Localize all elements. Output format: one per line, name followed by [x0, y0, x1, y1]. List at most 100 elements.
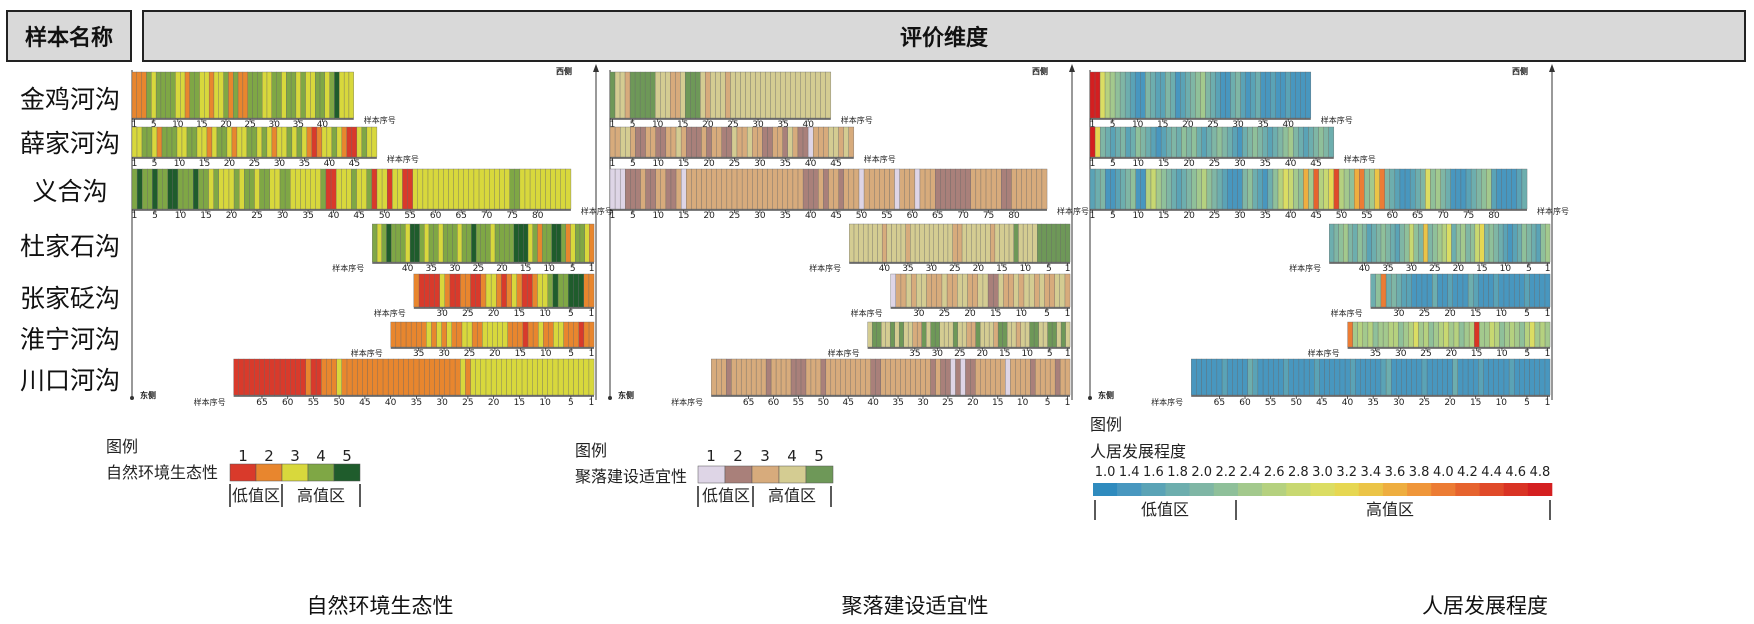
heat-cell: [362, 358, 368, 396]
heat-cell: [1237, 126, 1243, 158]
heat-cell: [393, 358, 399, 396]
heat-cell: [501, 358, 507, 396]
tick-label: 10: [1132, 120, 1144, 130]
heat-cell: [701, 126, 707, 158]
heat-cell: [218, 168, 225, 210]
heat-cell: [1008, 273, 1014, 308]
heat-cell: [259, 168, 265, 210]
heat-cell: [970, 358, 976, 396]
heat-cell: [300, 71, 306, 119]
heat-cell: [557, 358, 564, 396]
sample-no-label: 样本序号: [1057, 206, 1089, 216]
legend-swatch: [229, 463, 257, 482]
heat-cell: [1155, 126, 1162, 158]
heat-cell: [184, 71, 191, 119]
heat-cell: [691, 126, 697, 158]
heat-cell: [795, 71, 801, 119]
heat-cell: [726, 168, 733, 210]
heat-cell: [1415, 168, 1421, 210]
heat-cell: [439, 358, 445, 396]
heat-cell: [186, 126, 193, 158]
heat-cell: [249, 168, 255, 210]
row-label: 金鸡河沟: [19, 85, 120, 114]
heat-cell: [665, 71, 671, 119]
heat-cell: [975, 168, 982, 210]
heat-cell: [1498, 223, 1504, 263]
heat-cell: [805, 71, 811, 119]
heat-cell: [1323, 126, 1329, 158]
tick-label: 15: [1476, 264, 1487, 274]
sample-no-label: 样本序号: [1331, 308, 1363, 318]
legend-swatch: [255, 463, 283, 482]
heat-cell: [583, 273, 590, 308]
heat-cell: [146, 71, 152, 119]
heat-cell: [700, 71, 706, 119]
heat-cell: [496, 358, 502, 396]
heat-cell: [475, 273, 481, 308]
tick-label: 35: [777, 120, 788, 130]
heat-cell: [1023, 273, 1030, 308]
legend-low-label: 低值区: [702, 486, 750, 505]
heat-cell: [405, 321, 412, 348]
heat-cell: [825, 71, 832, 119]
tick-label: 60: [907, 211, 919, 221]
heat-cell: [1029, 358, 1036, 396]
heat-cell: [1225, 71, 1231, 119]
heat-cell: [367, 358, 373, 396]
heat-cell: [1494, 321, 1500, 348]
heat-cell: [142, 168, 148, 210]
heat-cell: [619, 71, 626, 119]
heat-cell: [1396, 358, 1402, 396]
heat-cell: [926, 273, 932, 308]
heat-cell: [760, 71, 766, 119]
heat-cell: [795, 358, 802, 396]
heat-cell: [523, 223, 529, 263]
heat-cell: [1488, 223, 1494, 263]
tick-label: 10: [539, 309, 551, 319]
tick-label: 35: [299, 159, 310, 169]
heat-cell: [1150, 126, 1157, 158]
heat-cell: [1196, 358, 1202, 396]
heat-cell: [924, 168, 931, 210]
tick-label: 10: [543, 264, 555, 274]
heat-cell: [376, 223, 382, 263]
tick-label: 30: [1393, 398, 1405, 408]
heat-cell: [1247, 358, 1253, 396]
heat-cell: [910, 273, 917, 308]
heat-cell: [941, 273, 948, 308]
heat-cell: [940, 358, 946, 396]
tick-label: 5: [1110, 211, 1116, 221]
heat-cell: [1501, 168, 1507, 210]
heat-cell: [1521, 223, 1527, 263]
heat-cell: [136, 71, 142, 119]
heat-cell: [1488, 358, 1494, 396]
tick-label: 35: [1382, 264, 1393, 274]
tick-label: 5: [630, 211, 636, 221]
heat-cell: [422, 168, 429, 210]
heat-cell: [565, 168, 572, 210]
heat-cell: [1135, 126, 1142, 158]
heat-cell: [1387, 321, 1394, 348]
heat-cell: [1476, 168, 1482, 210]
heat-cell: [767, 126, 773, 158]
tick-label: 30: [1406, 264, 1418, 274]
heat-cell: [131, 126, 138, 158]
heat-cell: [588, 358, 595, 396]
heat-cell: [449, 273, 456, 308]
heat-cell: [980, 358, 986, 396]
legend-swatch: [1286, 483, 1311, 496]
heat-cell: [1442, 358, 1448, 396]
heat-cell: [1512, 223, 1518, 263]
heat-cell: [989, 223, 996, 263]
heat-cell: [1006, 321, 1012, 348]
tick-label: 60: [768, 398, 780, 408]
heat-cell: [588, 273, 595, 308]
heat-cell: [943, 321, 949, 348]
heat-cell: [141, 126, 148, 158]
tick-label: 30: [754, 211, 766, 221]
heat-cell: [421, 321, 427, 348]
tick-label: 5: [152, 159, 158, 169]
heat-cell: [1352, 223, 1358, 263]
heat-cell: [578, 358, 584, 396]
heat-cell: [696, 168, 702, 210]
